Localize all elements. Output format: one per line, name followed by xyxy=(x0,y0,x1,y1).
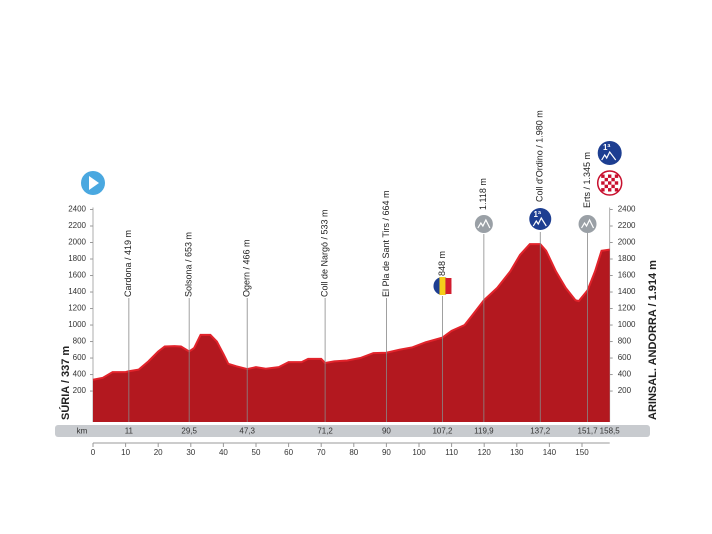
y-tick-label-right: 400 xyxy=(618,370,632,379)
x-tick-label: 130 xyxy=(510,448,524,457)
x-tick-label: 30 xyxy=(186,448,195,457)
y-tick-label: 1400 xyxy=(68,287,86,296)
checker xyxy=(614,188,619,192)
km-band-label: 137,2 xyxy=(530,427,551,436)
y-tick-label-right: 1800 xyxy=(618,254,636,263)
y-tick-label-right: 1200 xyxy=(618,304,636,313)
x-tick-label: 120 xyxy=(478,448,492,457)
x-tick-label: 80 xyxy=(349,448,358,457)
y-tick-label: 600 xyxy=(73,353,87,362)
flag-red xyxy=(445,278,452,294)
km-band-label: 29,5 xyxy=(181,427,197,436)
checker xyxy=(604,177,608,182)
y-tick-label: 1800 xyxy=(68,254,86,263)
finish-category: 1ª xyxy=(603,143,610,152)
checker xyxy=(611,177,615,182)
waypoint-label: Ogern / 466 m xyxy=(242,239,252,297)
finish-label: ARINSAL. ANDORRA / 1.914 m xyxy=(647,260,659,420)
checker xyxy=(608,174,612,178)
checker xyxy=(614,174,619,178)
elevation-area xyxy=(93,244,610,422)
waypoint-label: 848 m xyxy=(437,251,447,276)
flag-yellow xyxy=(439,277,446,295)
y-tick-label: 2400 xyxy=(68,205,86,214)
waypoint-label: Coll d'Ordino / 1.980 m xyxy=(535,110,545,202)
y-tick-label-right: 2200 xyxy=(618,221,636,230)
climb-mountain xyxy=(581,218,595,229)
y-tick-label-right: 1600 xyxy=(618,271,636,280)
km-band xyxy=(55,425,650,437)
waypoint-label: Coll de Nargó / 533 m xyxy=(319,209,329,297)
climb-category: 1ª xyxy=(534,210,541,219)
waypoint-label: Cardona / 419 m xyxy=(123,230,133,297)
km-band-label: 158,5 xyxy=(600,427,621,436)
x-tick-label: 10 xyxy=(121,448,130,457)
km-band-label: 107,2 xyxy=(432,427,453,436)
x-tick-label: 0 xyxy=(91,448,96,457)
checker xyxy=(611,184,615,189)
y-tick-label: 1000 xyxy=(68,320,86,329)
checker xyxy=(601,181,605,185)
waypoint-label: 1.118 m xyxy=(478,178,488,210)
y-tick-label-right: 800 xyxy=(618,337,632,346)
x-tick-label: 110 xyxy=(445,448,458,457)
km-band-label: 119,9 xyxy=(474,427,494,436)
y-tick-label-right: 1400 xyxy=(618,287,636,296)
x-tick-label: 60 xyxy=(284,448,293,457)
x-tick-label: 40 xyxy=(219,448,228,457)
y-tick-label: 800 xyxy=(73,337,87,346)
km-unit: km xyxy=(77,427,88,436)
km-band-label: 90 xyxy=(382,427,391,436)
checker xyxy=(604,184,608,189)
checker xyxy=(601,174,605,178)
km-band-label: 11 xyxy=(125,427,134,436)
x-tick-label: 50 xyxy=(252,448,261,457)
checker xyxy=(608,181,612,185)
y-tick-label-right: 600 xyxy=(618,353,632,362)
y-tick-label: 1200 xyxy=(68,304,86,313)
km-band-label: 47,3 xyxy=(239,427,255,436)
y-tick-label: 2000 xyxy=(68,238,86,247)
waypoint-label: Erts / 1.345 m xyxy=(582,152,592,208)
finish-mountain xyxy=(601,150,617,161)
checker xyxy=(614,181,619,185)
km-band-label: 151,7 xyxy=(578,427,599,436)
waypoint-label: Solsona / 653 m xyxy=(184,232,194,297)
y-tick-label: 1600 xyxy=(68,271,86,280)
start-arrow xyxy=(89,176,99,190)
x-tick-label: 150 xyxy=(575,448,589,457)
y-tick-label: 2200 xyxy=(68,221,86,230)
start-label: SÚRIA / 337 m xyxy=(59,346,72,420)
x-tick-label: 140 xyxy=(543,448,557,457)
y-tick-label-right: 2400 xyxy=(618,205,636,214)
y-tick-label-right: 2000 xyxy=(618,238,636,247)
x-tick-label: 100 xyxy=(412,448,426,457)
x-tick-label: 90 xyxy=(382,448,391,457)
km-band-label: 71,2 xyxy=(317,427,333,436)
y-tick-label: 400 xyxy=(73,370,87,379)
climb-mountain xyxy=(532,216,547,227)
checker xyxy=(608,188,612,192)
y-tick-label-right: 200 xyxy=(618,386,632,395)
waypoint-label: El Pla de Sant Tirs / 664 m xyxy=(381,190,391,297)
x-tick-label: 20 xyxy=(154,448,163,457)
checker xyxy=(601,188,605,192)
y-tick-label: 200 xyxy=(73,386,87,395)
y-tick-label-right: 1000 xyxy=(618,320,636,329)
x-tick-label: 70 xyxy=(317,448,326,457)
climb-mountain xyxy=(477,218,491,229)
